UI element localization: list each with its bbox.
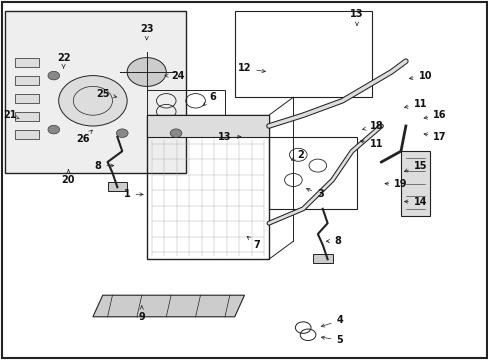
Text: 13: 13 [349, 9, 363, 25]
Text: 10: 10 [408, 71, 431, 81]
Text: 13: 13 [218, 132, 241, 142]
Bar [312, 254, 332, 263]
Circle shape [48, 125, 60, 134]
Text: 11: 11 [404, 99, 427, 109]
Text: 6: 6 [203, 92, 216, 105]
Text: 20: 20 [61, 170, 75, 185]
Bar [15, 58, 39, 67]
Text: 9: 9 [138, 306, 145, 322]
Bar [234, 11, 371, 97]
Text: 4: 4 [321, 315, 343, 327]
Text: 15: 15 [404, 161, 427, 172]
Bar [146, 90, 224, 122]
Bar [15, 130, 39, 139]
Text: 23: 23 [140, 24, 153, 40]
Text: 18: 18 [362, 121, 383, 131]
Polygon shape [146, 115, 268, 137]
Text: 12: 12 [237, 63, 265, 73]
Text: 16: 16 [423, 110, 446, 120]
Circle shape [127, 58, 166, 86]
Text: 22: 22 [57, 53, 70, 68]
Text: 19: 19 [384, 179, 407, 189]
Polygon shape [93, 295, 244, 317]
Text: 1: 1 [123, 189, 143, 199]
Polygon shape [400, 151, 429, 216]
Text: 2: 2 [291, 150, 304, 160]
Text: 21: 21 [3, 110, 20, 120]
Text: 14: 14 [404, 197, 427, 207]
Bar [15, 112, 39, 121]
Circle shape [48, 71, 60, 80]
Bar [107, 182, 127, 191]
Text: 8: 8 [325, 236, 340, 246]
Circle shape [170, 129, 182, 138]
Text: 17: 17 [423, 132, 446, 142]
Text: 25: 25 [96, 89, 116, 99]
Bar [5, 11, 185, 173]
Text: 26: 26 [76, 130, 92, 144]
Text: 11: 11 [360, 139, 383, 149]
Circle shape [116, 129, 128, 138]
Bar [15, 94, 39, 103]
Text: 3: 3 [306, 188, 323, 199]
Text: 24: 24 [164, 71, 185, 81]
Text: 5: 5 [321, 335, 343, 345]
Text: 7: 7 [246, 237, 260, 250]
Circle shape [59, 76, 127, 126]
Bar [268, 137, 356, 209]
Bar [15, 76, 39, 85]
Text: 8: 8 [94, 161, 114, 171]
